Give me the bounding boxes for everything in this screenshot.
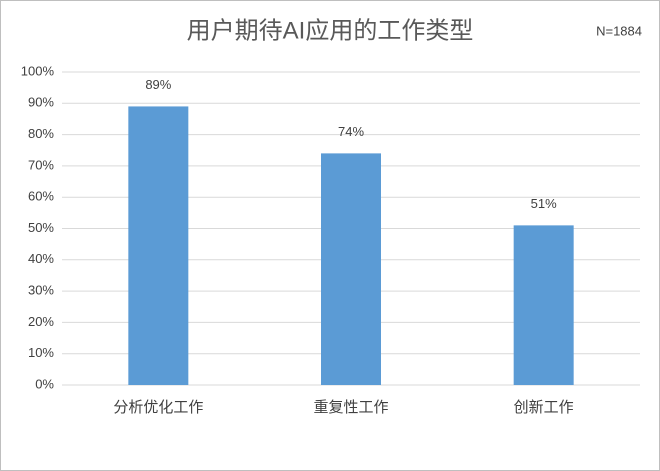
- y-tick-label: 80%: [28, 126, 54, 141]
- data-label: 51%: [531, 196, 557, 211]
- data-label: 89%: [145, 77, 171, 92]
- x-tick-label: 分析优化工作: [113, 399, 203, 416]
- bar: [321, 153, 381, 385]
- y-tick-label: 10%: [28, 345, 54, 360]
- y-tick-label: 40%: [28, 251, 54, 266]
- y-tick-label: 20%: [28, 314, 54, 329]
- bar: [513, 225, 574, 385]
- y-tick-label: 50%: [28, 220, 54, 235]
- annotation: N=1884: [596, 23, 642, 38]
- y-tick-label: 60%: [28, 189, 54, 204]
- x-tick-label: 创新工作: [514, 399, 574, 416]
- data-label: 74%: [338, 124, 364, 139]
- y-tick-label: 70%: [28, 157, 54, 172]
- bar: [128, 106, 189, 386]
- y-tick-label: 30%: [28, 283, 54, 298]
- y-tick-label: 90%: [28, 95, 54, 110]
- y-tick-label: 0%: [35, 376, 54, 391]
- x-tick-label: 重复性工作: [313, 398, 388, 416]
- y-tick-label: 100%: [21, 63, 55, 78]
- chart-title: 用户期待AI应用的工作类型: [187, 17, 474, 44]
